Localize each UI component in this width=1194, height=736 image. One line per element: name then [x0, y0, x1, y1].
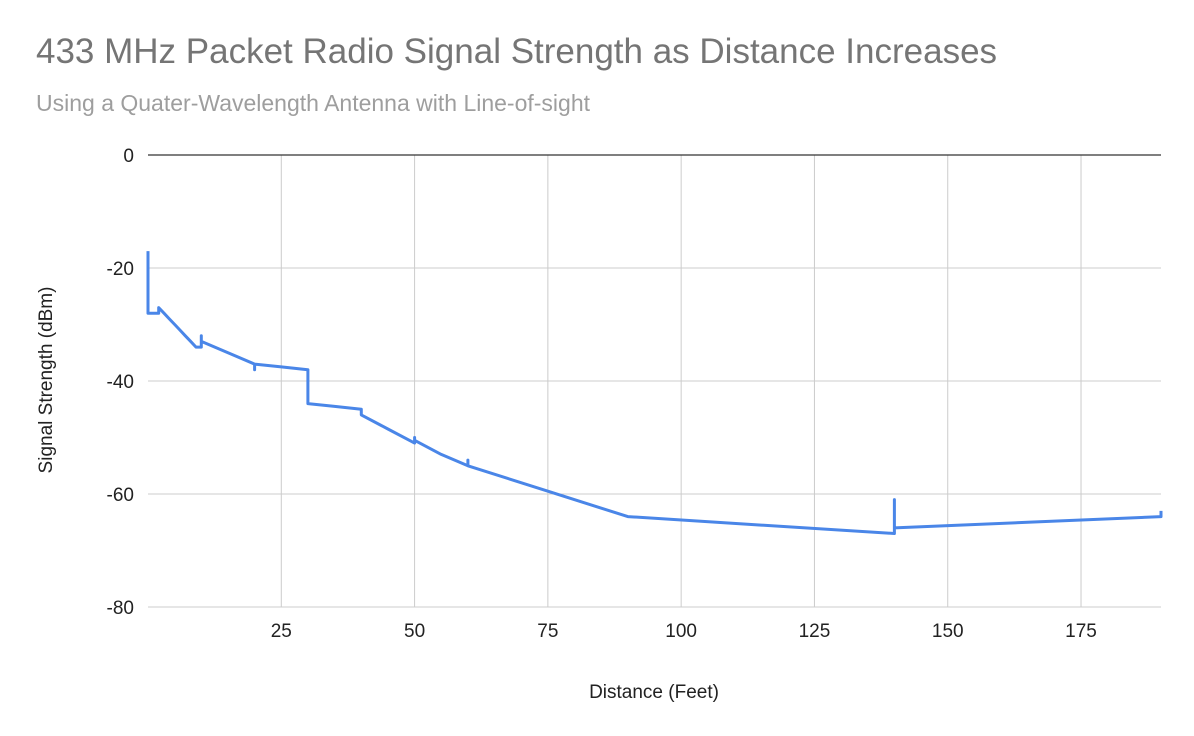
chart-title: 433 MHz Packet Radio Signal Strength as … — [36, 32, 998, 71]
x-tick-label: 100 — [665, 621, 697, 642]
series-layer — [146, 251, 1163, 535]
grid-lines — [148, 154, 1161, 608]
y-tick-label: -60 — [107, 485, 134, 506]
x-tick-label: 25 — [271, 621, 292, 642]
chart-subtitle: Using a Quater-Wavelength Antenna with L… — [36, 90, 591, 116]
y-tick-label: -40 — [107, 372, 134, 393]
y-axis-ticks: 0 -20 -40 -60 -80 — [107, 146, 134, 619]
signal-strength-line — [146, 251, 1163, 535]
x-tick-label: 150 — [932, 621, 964, 642]
x-tick-label: 175 — [1065, 621, 1097, 642]
y-axis-title: Signal Strength (dBm) — [36, 287, 57, 474]
x-tick-label: 50 — [404, 621, 425, 642]
y-tick-label: -80 — [107, 598, 134, 619]
y-tick-label: -20 — [107, 259, 134, 280]
x-axis-ticks: 25 50 75 100 125 150 175 — [271, 621, 1097, 642]
x-tick-label: 125 — [799, 621, 831, 642]
y-tick-label: 0 — [123, 146, 134, 167]
x-tick-label: 75 — [537, 621, 558, 642]
x-axis-title: Distance (Feet) — [589, 682, 719, 703]
